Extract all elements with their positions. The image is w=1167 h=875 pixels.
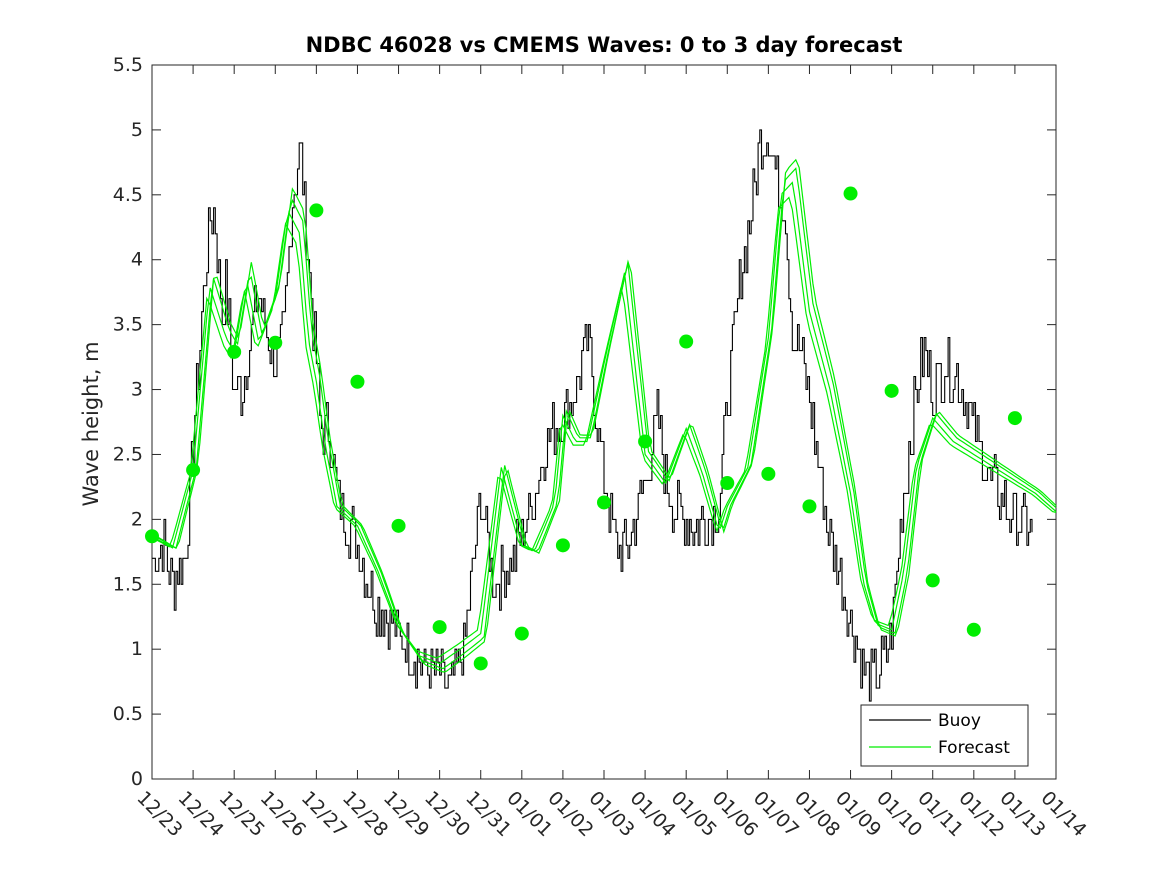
- forecast-marker-point: [432, 620, 447, 635]
- forecast-marker-point: [514, 626, 529, 641]
- buoy-line: [152, 129, 1033, 702]
- forecast-marker-point: [802, 499, 817, 514]
- forecast-marker-point: [925, 573, 940, 588]
- forecast-marker-point: [391, 518, 406, 533]
- y-tick-label: 2: [131, 508, 143, 530]
- axes-frame-group: [151, 64, 1057, 780]
- legend-box: [860, 704, 1029, 767]
- forecast-marker-point: [309, 203, 324, 218]
- forecast-marker-point: [638, 434, 653, 449]
- forecast-marker-point: [1007, 411, 1022, 426]
- forecast-marker-point: [350, 374, 365, 389]
- forecast-marker-point: [597, 495, 611, 510]
- y-tick-label: 1: [131, 638, 143, 660]
- forecast-marker-point: [966, 622, 981, 637]
- forecast-line: [151, 181, 1057, 665]
- y-tick-label: 4.5: [113, 184, 143, 206]
- forecast-marker-point: [555, 538, 570, 553]
- forecast-marker-point: [884, 383, 899, 398]
- plot-area-frame: [151, 64, 1057, 780]
- y-tick-label: 0.5: [113, 703, 143, 725]
- forecast-marker-point: [679, 334, 694, 349]
- legend: Buoy Forecast: [860, 704, 1029, 767]
- y-axis-label: Wave height, m: [79, 341, 103, 506]
- forecast-line: [151, 196, 1057, 659]
- forecast-marker-point: [268, 335, 283, 350]
- y-tick-label: 0: [131, 768, 143, 790]
- forecast-marker-point: [761, 466, 776, 481]
- forecast-line: [151, 167, 1057, 670]
- forecast-marker-point: [720, 476, 735, 491]
- forecast-marker-point: [473, 656, 488, 671]
- y-tick-label: 5: [131, 119, 143, 141]
- y-tick-label: 4: [131, 249, 143, 271]
- forecast-marker-point: [843, 186, 858, 201]
- y-tick-label: 1.5: [113, 573, 143, 595]
- forecast-marker-point: [186, 463, 201, 478]
- legend-label-forecast: Forecast: [938, 738, 1010, 758]
- legend-label-buoy: Buoy: [938, 711, 981, 731]
- forecast-marker-point: [227, 344, 242, 359]
- forecast-line: [152, 158, 1057, 673]
- series-group: [145, 129, 1057, 702]
- forecast-marker-point: [145, 529, 159, 544]
- y-tick-label: 2.5: [113, 443, 143, 465]
- y-tick-label: 3.5: [113, 314, 143, 336]
- y-tick-label: 3: [131, 379, 143, 401]
- y-tick-label: 5.5: [113, 54, 143, 76]
- chart-title: NDBC 46028 vs CMEMS Waves: 0 to 3 day fo…: [306, 33, 903, 57]
